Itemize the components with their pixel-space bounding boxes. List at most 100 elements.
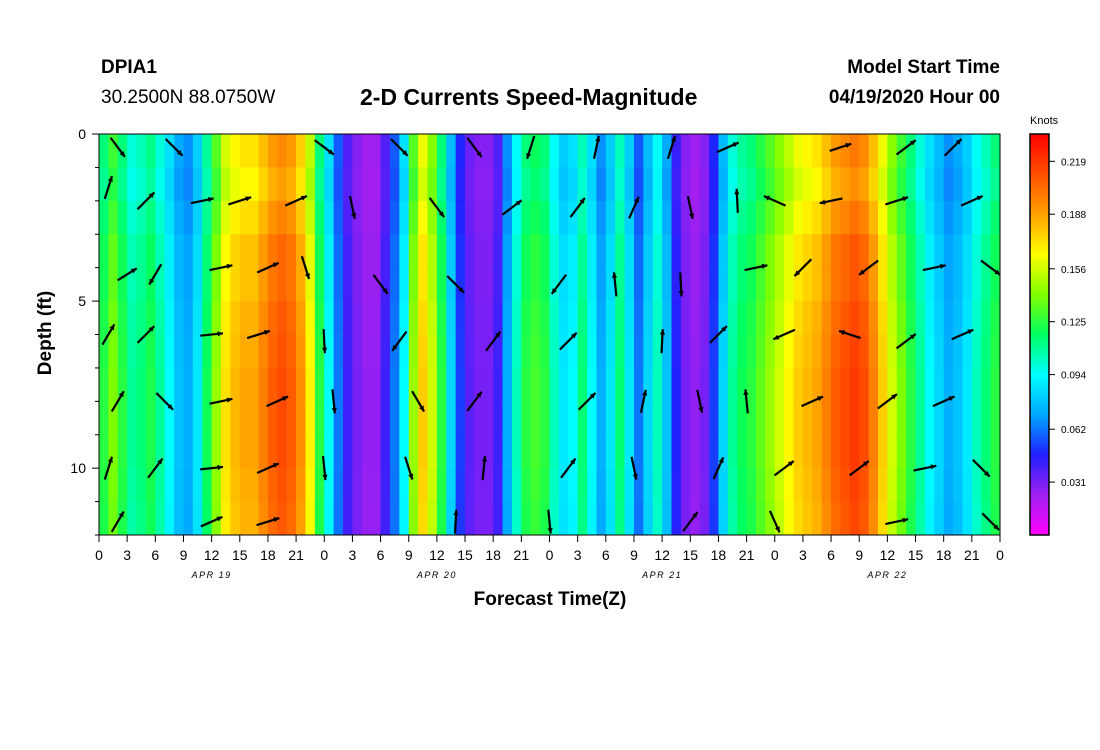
- heatmap-cell: [380, 501, 391, 535]
- heatmap-cell: [446, 167, 457, 202]
- heatmap-cell: [765, 401, 776, 436]
- heatmap-cell: [324, 501, 335, 535]
- heatmap-cell: [746, 200, 757, 235]
- heatmap-cell: [418, 468, 429, 503]
- colorbar-gradient: [1029, 133, 1050, 536]
- heatmap-cell: [784, 434, 795, 469]
- heatmap-cell: [474, 200, 485, 235]
- heatmap-cell: [361, 468, 372, 503]
- heatmap-cell: [192, 434, 203, 469]
- heatmap-cell: [737, 134, 748, 169]
- heatmap-cell: [690, 200, 701, 235]
- heatmap-cell: [774, 401, 785, 436]
- heatmap-cell: [577, 134, 588, 169]
- heatmap-cell: [343, 134, 354, 169]
- heatmap-cell: [812, 167, 823, 202]
- heatmap-cell: [361, 501, 372, 535]
- heatmap-cell: [455, 267, 466, 302]
- heatmap-cell: [493, 468, 504, 503]
- heatmap-cell: [737, 234, 748, 269]
- heatmap-cell: [352, 468, 363, 503]
- heatmap-cell: [455, 301, 466, 336]
- heatmap-cell: [774, 367, 785, 402]
- heatmap-cell: [183, 167, 194, 202]
- heatmap-cell: [943, 501, 954, 535]
- heatmap-cell: [633, 501, 644, 535]
- heatmap-cell: [361, 401, 372, 436]
- heatmap-cell: [577, 434, 588, 469]
- heatmap-cell: [511, 200, 522, 235]
- heatmap-cell: [267, 301, 278, 336]
- heatmap-cell: [962, 434, 973, 469]
- heatmap-cell: [202, 468, 213, 503]
- heatmap-cell: [624, 267, 635, 302]
- heatmap-cell: [662, 367, 673, 402]
- heatmap-cell: [521, 367, 532, 402]
- heatmap-cell: [774, 501, 785, 535]
- heatmap-cell: [774, 301, 785, 336]
- heatmap-cell: [915, 167, 926, 202]
- heatmap-cell: [615, 234, 626, 269]
- heatmap-cell: [690, 234, 701, 269]
- heatmap-cell: [521, 468, 532, 503]
- heatmap-cell: [709, 167, 720, 202]
- date-label: APR 20: [416, 570, 457, 580]
- heatmap-cell: [765, 134, 776, 169]
- heatmap-cell: [774, 267, 785, 302]
- current-arrow: [390, 138, 409, 157]
- current-arrow: [763, 195, 786, 207]
- current-arrow: [559, 332, 578, 351]
- x-tick-label: 6: [377, 547, 385, 563]
- heatmap-cell: [540, 200, 551, 235]
- heatmap-cell: [136, 468, 147, 503]
- heatmap-cell: [502, 167, 513, 202]
- heatmap-cell: [174, 401, 185, 436]
- heatmap-cell: [267, 334, 278, 369]
- heatmap-cell: [1000, 502, 1010, 536]
- heatmap-cell: [577, 301, 588, 336]
- heatmap-cell: [230, 501, 241, 535]
- heatmap-cell: [117, 267, 128, 302]
- heatmap-cell: [962, 334, 973, 369]
- heatmap-cell: [915, 334, 926, 369]
- heatmap-cell: [530, 234, 541, 269]
- heatmap-cell: [924, 434, 935, 469]
- heatmap-cell: [145, 334, 156, 369]
- heatmap-cell: [934, 367, 945, 402]
- heatmap-cell: [474, 367, 485, 402]
- heatmap-cell: [117, 200, 128, 235]
- heatmap-cell: [239, 401, 250, 436]
- heatmap-cell: [596, 200, 607, 235]
- heatmap-cell: [812, 301, 823, 336]
- heatmap-cell: [511, 267, 522, 302]
- heatmap-cell: [709, 367, 720, 402]
- heatmap-cell: [352, 501, 363, 535]
- heatmap-cell: [483, 134, 494, 169]
- heatmap-cell: [399, 434, 410, 469]
- current-vector-arrows: [101, 135, 1000, 534]
- heatmap-cell: [361, 267, 372, 302]
- current-arrow: [768, 510, 781, 533]
- current-arrow: [547, 509, 553, 534]
- heatmap-cell: [906, 334, 917, 369]
- current-arrow: [501, 199, 523, 216]
- current-arrow: [453, 509, 459, 534]
- heatmap-cell: [239, 200, 250, 235]
- heatmap-cell: [709, 267, 720, 302]
- current-arrow: [109, 137, 126, 158]
- heatmap-cell: [202, 234, 213, 269]
- heatmap-cell: [108, 200, 119, 235]
- x-tick-label: 15: [457, 547, 473, 563]
- heatmap-cell: [877, 468, 888, 503]
- heatmap-cell: [305, 367, 316, 402]
- heatmap-cell: [746, 134, 757, 169]
- heatmap-cell: [568, 401, 579, 436]
- heatmap-cell: [849, 334, 860, 369]
- current-arrow: [972, 458, 991, 478]
- heatmap-cell: [164, 301, 175, 336]
- heatmap-cell: [371, 200, 382, 235]
- current-arrow: [744, 263, 768, 272]
- station-id: DPIA1: [101, 57, 157, 78]
- x-tick-label: 12: [204, 547, 220, 563]
- heatmap-cell: [352, 367, 363, 402]
